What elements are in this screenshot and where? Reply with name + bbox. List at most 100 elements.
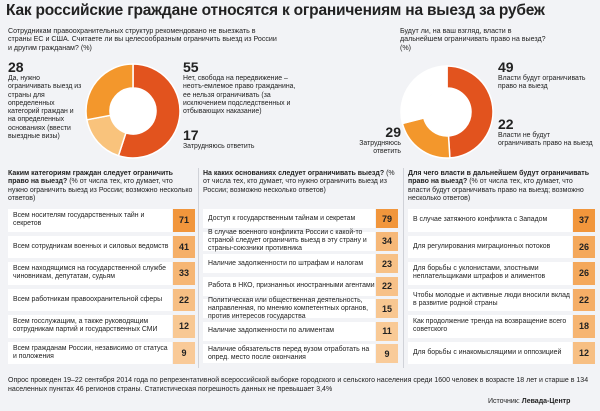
ground-label: Доступ к государственным тайнам и секрет… [203, 209, 375, 228]
reason-value: 37 [573, 209, 595, 232]
category-row: Всем носителям государственных тайн и се… [8, 209, 195, 232]
ground-row: В случае военного конфликта России с как… [203, 229, 398, 252]
donut2-will-text: Власти будут ограничивать право на выезд [498, 75, 586, 91]
section1-title: Каким категориям граждан следует огранич… [8, 170, 173, 186]
category-label: Всем гражданам России, независимо от ста… [8, 341, 172, 364]
category-label: Всем носителям государственных тайн и се… [8, 209, 172, 232]
reason-label: В случае затяжного конфликта с Западом [408, 209, 572, 232]
ground-value: 22 [376, 276, 398, 296]
donut1-yes-text: Да, нужно ограничивать выезд из страны д… [8, 75, 82, 141]
section2-header: На каких основаниях следует ограничивать… [203, 170, 399, 195]
donut2-hard-text: Затрудняюсь ответить [359, 140, 401, 156]
ground-label: Наличие задолженности по штрафам и налог… [203, 254, 375, 273]
reason-value: 18 [573, 315, 595, 338]
ground-row: Наличие задолженности по штрафам и налог… [203, 254, 398, 273]
source-label: Источник: [488, 398, 520, 405]
donut1-no-label: 55 Нет, свобода на передвижение – неотъ-… [183, 60, 298, 116]
donut1-hard-label: 17 Затрудняюсь ответить [183, 128, 263, 151]
donut2-hard-label: 29 Затрудняюсь ответить [333, 125, 401, 157]
ground-value: 11 [376, 321, 398, 341]
donut1-yes-value: 28 [8, 59, 24, 75]
column-divider [198, 168, 199, 368]
table-future-reasons: В случае затяжного конфликта с Западом 37… [408, 209, 596, 369]
reason-label: Чтобы молодые и активные люди вносили вк… [408, 288, 572, 311]
category-value: 71 [173, 209, 195, 232]
category-value: 12 [173, 315, 195, 338]
donut1-hard-value: 17 [183, 127, 199, 143]
category-row: Всем работникам правоохранительной сферы… [8, 288, 195, 311]
category-value: 33 [173, 262, 195, 285]
source-credit: Источник: Левада-Центр [488, 398, 570, 405]
donut2-hard-value: 29 [385, 124, 401, 140]
section3-title: Для чего власти в дальнейшем будут огран… [408, 170, 590, 186]
donut2-will-value: 49 [498, 59, 514, 75]
donut2-wont-text: Власти не будут ограничивать право на вы… [498, 132, 593, 148]
section1-header: Каким категориям граждан следует огранич… [8, 170, 193, 203]
donut1-no-value: 55 [183, 59, 199, 75]
donut2-wont-label: 22 Власти не будут ограничивать право на… [498, 117, 594, 149]
category-label: Всем госслужащим, а также руководящим со… [8, 315, 172, 338]
category-value: 9 [173, 341, 195, 364]
ground-value: 23 [376, 254, 398, 273]
ground-value: 34 [376, 231, 398, 251]
donut2-slice-will [446, 65, 494, 159]
reason-row: Чтобы молодые и активные люди вносили вк… [408, 288, 595, 311]
category-label: Всем сотрудникам военных и силовых ведом… [8, 235, 172, 258]
donut2-wont-value: 22 [498, 116, 514, 132]
category-value: 22 [173, 288, 195, 311]
donut2-will-label: 49 Власти будут ограничивать право на вы… [498, 60, 594, 92]
ground-value: 79 [376, 209, 398, 228]
section1-subtitle: (% от числа тех, кто думает, что нужно о… [8, 178, 193, 202]
donut1-no-text: Нет, свобода на передвижение – неотъ-емл… [183, 75, 296, 116]
table-grounds: Доступ к государственным тайнам и секрет… [203, 209, 399, 369]
reason-row: В случае затяжного конфликта с Западом 37 [408, 209, 595, 232]
reason-row: Для борьбы с уклонистами, злостными непл… [408, 262, 595, 285]
reason-row: Как продолжение тренда на возвращение вс… [408, 315, 595, 338]
page-title: Как российские граждане относятся к огра… [6, 2, 545, 19]
section2-subtitle: (% от числа тех, кто думает, что нужно о… [203, 170, 395, 194]
reason-label: Для борьбы с уклонистами, злостными непл… [408, 262, 572, 285]
donut2-slice-hard [400, 65, 448, 125]
ground-row: Наличие обязательств перед вузом отработ… [203, 344, 398, 363]
ground-row: Наличие задолженности по алиментам 11 [203, 321, 398, 341]
reason-label: Для борьбы с инакомыслящими и оппозицией [408, 341, 572, 364]
reason-value: 26 [573, 235, 595, 258]
donut-chart-2 [400, 65, 494, 159]
ground-label: Наличие задолженности по алиментам [203, 321, 375, 341]
donut-hole [110, 88, 156, 134]
donut1-yes-label: 28 Да, нужно ограничивать выезд из стран… [8, 60, 82, 141]
ground-value: 9 [376, 344, 398, 363]
reason-row: Для борьбы с инакомыслящими и оппозицией… [408, 341, 595, 364]
category-value: 41 [173, 235, 195, 258]
table-categories: Всем носителям государственных тайн и се… [8, 209, 196, 369]
ground-row: Доступ к государственным тайнам и секрет… [203, 209, 398, 228]
reason-label: Как продолжение тренда на возвращение вс… [408, 315, 572, 338]
reason-value: 26 [573, 262, 595, 285]
reason-value: 12 [573, 341, 595, 364]
section3-subtitle: (% от числа тех, кто думает, что власти … [408, 178, 584, 202]
reason-label: Для регулирования миграционных потоков [408, 235, 572, 258]
reason-row: Для регулирования миграционных потоков 26 [408, 235, 595, 258]
reason-value: 22 [573, 288, 595, 311]
donut1-hard-text: Затрудняюсь ответить [183, 143, 255, 150]
column-divider [403, 168, 404, 368]
donut-chart-1 [85, 63, 181, 159]
ground-label: Наличие обязательств перед вузом отработ… [203, 344, 375, 363]
donut-hole [423, 88, 471, 136]
source-value: Левада-Центр [521, 398, 571, 405]
question-1: Сотрудникам правоохранительных структур … [8, 27, 277, 52]
category-row: Всем сотрудникам военных и силовых ведом… [8, 235, 195, 258]
donut1-slice-no [117, 63, 181, 159]
category-label: Всем находящимся на государственной служ… [8, 262, 172, 285]
ground-label: Работа в НКО, признанных иностранными аг… [203, 276, 375, 296]
ground-row: Работа в НКО, признанных иностранными аг… [203, 276, 398, 296]
category-row: Всем гражданам России, независимо от ста… [8, 341, 195, 364]
question-2: Будут ли, на ваш взгляд, власти в дальне… [400, 27, 546, 52]
category-row: Всем находящимся на государственной служ… [8, 262, 195, 285]
ground-label: Политическая или общественная деятельнос… [203, 297, 375, 320]
ground-row: Политическая или общественная деятельнос… [203, 297, 398, 320]
section2-title: На каких основаниях следует ограничивать… [203, 170, 385, 177]
category-row: Всем госслужащим, а также руководящим со… [8, 315, 195, 338]
survey-footnote: Опрос проведен 19–22 сентября 2014 года … [8, 377, 589, 393]
category-label: Всем работникам правоохранительной сферы [8, 288, 172, 311]
